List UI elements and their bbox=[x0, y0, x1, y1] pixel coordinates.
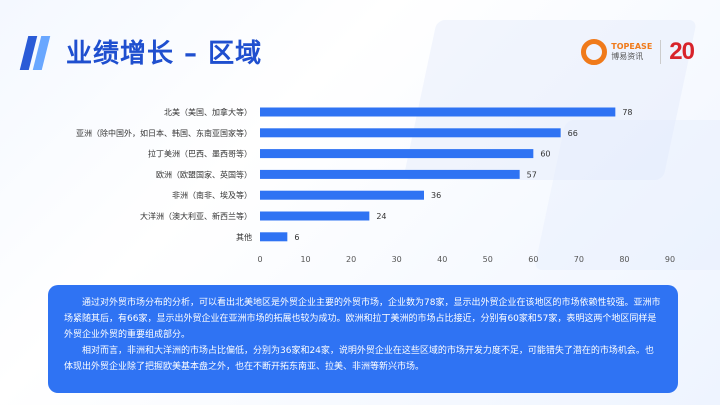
logo-english-text: TOPEASE bbox=[611, 42, 653, 51]
x-tick-label: 30 bbox=[392, 255, 402, 264]
x-tick-label: 90 bbox=[665, 255, 675, 264]
data-label: 36 bbox=[431, 191, 441, 200]
logo-divider bbox=[660, 40, 662, 64]
bar bbox=[260, 107, 616, 117]
category-label: 非洲（南非、埃及等） bbox=[172, 190, 252, 200]
summary-paragraph-1: 通过对外贸市场分布的分析，可以看出北美地区是外贸企业主要的外贸市场，企业数为78… bbox=[64, 298, 661, 340]
x-tick-label: 20 bbox=[346, 255, 356, 264]
logo-ring-icon bbox=[581, 39, 608, 65]
data-label: 57 bbox=[527, 170, 537, 179]
x-tick-label: 0 bbox=[257, 255, 262, 264]
title-accent-icon bbox=[19, 36, 51, 70]
data-label: 24 bbox=[376, 212, 386, 221]
data-label: 78 bbox=[622, 108, 632, 117]
bar bbox=[260, 128, 561, 138]
bar bbox=[260, 169, 520, 179]
category-label: 亚洲（除中国外，如日本、韩国、东南亚国家等） bbox=[76, 128, 252, 138]
category-label: 北美（美国、加拿大等） bbox=[164, 107, 252, 117]
category-label: 欧洲（欧盟国家、英国等） bbox=[156, 169, 252, 179]
anniversary-logo: 20 bbox=[669, 38, 695, 65]
x-tick-label: 10 bbox=[300, 255, 310, 264]
summary-box: 通过对外贸市场分布的分析，可以看出北美地区是外贸企业主要的外贸市场，企业数为78… bbox=[48, 285, 678, 393]
bar bbox=[260, 232, 288, 242]
data-label: 6 bbox=[294, 233, 299, 242]
bar-chart: 北美（美国、加拿大等） 78 亚洲（除中国外，如日本、韩国、东南亚国家等） 66 拉丁美… bbox=[76, 107, 675, 264]
category-label: 大洋洲（澳大利亚、新西兰等） bbox=[140, 211, 252, 221]
data-label: 66 bbox=[568, 129, 578, 138]
page-title: 业绩增长 – 区域 bbox=[66, 39, 263, 69]
logo-chinese-text: 博易资讯 bbox=[611, 52, 644, 61]
category-label: 拉丁美洲（巴西、墨西哥等） bbox=[148, 149, 252, 159]
x-tick-label: 70 bbox=[574, 255, 584, 264]
bar bbox=[260, 211, 370, 221]
data-label: 60 bbox=[540, 150, 550, 159]
category-label: 其他 bbox=[236, 232, 252, 242]
x-tick-label: 50 bbox=[483, 255, 493, 264]
x-tick-label: 40 bbox=[437, 255, 447, 264]
summary-paragraph-2: 相对而言，非洲和大洋洲的市场占比偏低，分别为36家和24家，说明外贸企业在这些区… bbox=[64, 346, 654, 372]
brand-logo: TOPEASE 博易资讯 20 bbox=[581, 38, 695, 66]
bar bbox=[260, 190, 424, 200]
x-tick-label: 60 bbox=[528, 255, 538, 264]
bar bbox=[260, 149, 534, 159]
x-tick-label: 80 bbox=[619, 255, 629, 264]
